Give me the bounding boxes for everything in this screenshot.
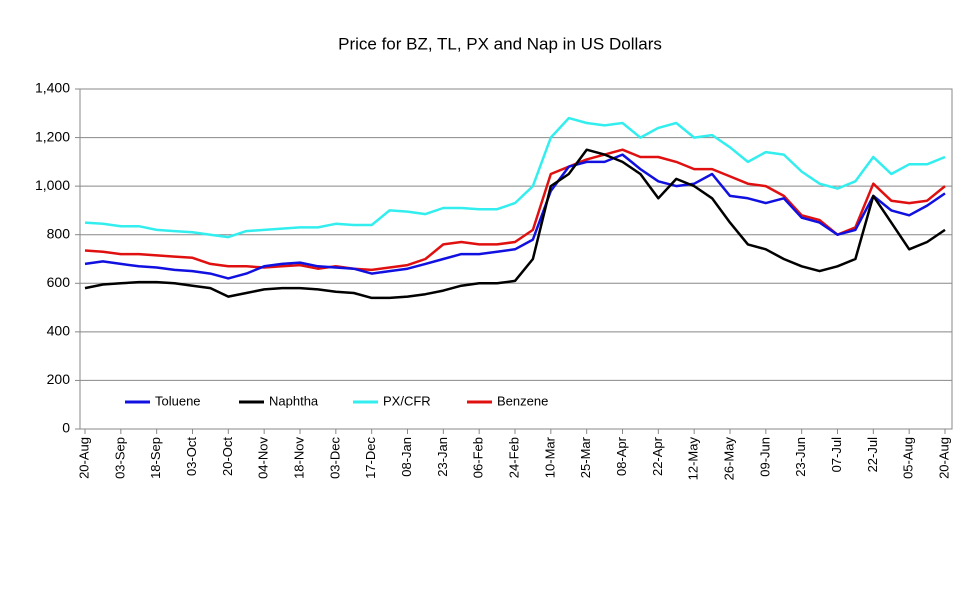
x-tick-label: 23-Jun [793,437,808,477]
series-line [84,116,946,239]
x-tick-label: 20-Aug [76,437,91,479]
x-tick-label: 18-Sep [148,437,163,479]
x-tick-label: 05-Aug [901,437,916,479]
legend-label: Naphtha [269,393,319,408]
x-tick-label: 03-Oct [184,437,199,476]
x-tick-label: 18-Nov [291,437,306,479]
legend-label: Toluene [155,393,201,408]
x-tick-label: 24-Feb [506,437,521,478]
x-tick-label: 20-Oct [220,437,235,476]
x-tick-label: 17-Dec [363,437,378,479]
y-tick-label: 800 [47,225,71,241]
legend-label: Benzene [497,393,548,408]
series-line [84,148,946,272]
x-tick-label: 03-Dec [327,437,342,479]
chart-title: Price for BZ, TL, PX and Nap in US Dolla… [338,34,662,53]
x-tick-label: 06-Feb [471,437,486,478]
x-tick-label: 22-Jul [865,437,880,473]
x-tick-label: 12-May [686,437,701,481]
x-tick-label: 10-Mar [542,436,557,478]
series-line [84,153,946,280]
x-tick-label: 07-Jul [829,437,844,473]
x-tick-label: 03-Sep [112,437,127,479]
y-tick-label: 400 [47,323,71,339]
x-tick-label: 20-Aug [936,437,951,479]
x-tick-label: 26-May [721,437,736,481]
y-tick-label: 600 [47,274,71,290]
x-tick-label: 08-Apr [614,436,629,476]
x-tick-label: 22-Apr [650,436,665,476]
x-tick-label: 25-Mar [578,436,593,478]
x-tick-label: 23-Jan [435,437,450,477]
y-tick-label: 1,400 [35,80,70,96]
y-tick-label: 0 [62,420,70,436]
x-tick-label: 08-Jan [399,437,414,477]
x-tick-label: 04-Nov [256,437,271,479]
x-tick-label: 09-Jun [757,437,772,477]
plot-area [79,88,953,430]
series-line [84,148,946,300]
legend-label: PX/CFR [383,393,431,408]
y-tick-label: 200 [47,371,71,387]
y-tick-label: 1,000 [35,177,70,193]
y-tick-label: 1,200 [35,128,70,144]
